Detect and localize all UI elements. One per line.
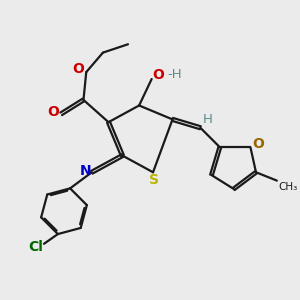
Text: O: O	[47, 105, 59, 119]
Text: Cl: Cl	[28, 240, 43, 254]
Text: N: N	[80, 164, 92, 178]
Text: O: O	[153, 68, 164, 82]
Text: H: H	[203, 113, 213, 126]
Text: O: O	[73, 62, 84, 76]
Text: -H: -H	[167, 68, 182, 81]
Text: S: S	[149, 173, 159, 187]
Text: O: O	[252, 137, 264, 152]
Text: CH₃: CH₃	[278, 182, 298, 192]
